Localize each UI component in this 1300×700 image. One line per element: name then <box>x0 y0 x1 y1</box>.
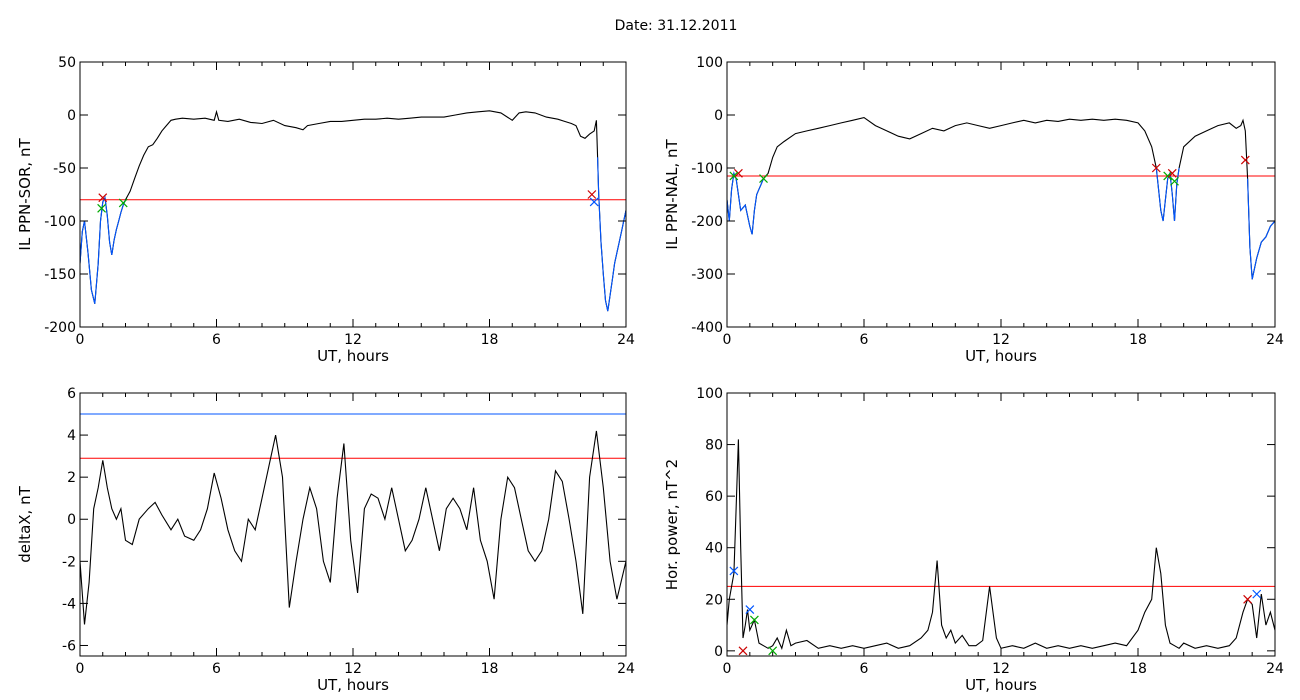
power-marker-6 <box>1252 589 1262 599</box>
power-marker-3 <box>749 615 759 625</box>
sor-ytick-label: -200 <box>44 320 76 336</box>
sor-plot-frame <box>79 61 627 328</box>
sor-xtick-label: 24 <box>617 332 635 348</box>
nal-ytick-label: -200 <box>691 214 723 230</box>
power-marker-5 <box>1243 594 1253 604</box>
nal-x-axis-title: UT, hours <box>965 347 1037 365</box>
nal-xtick-label: 0 <box>723 332 732 348</box>
nal-marker-6 <box>1167 168 1177 178</box>
nal-y-axis-title: IL PPN-NAL, nT <box>663 139 681 250</box>
deltax-ytick-label: -2 <box>62 554 76 570</box>
power-xtick-label: 18 <box>1129 661 1147 677</box>
nal-marker-0 <box>733 168 743 178</box>
sor-xtick-label: 18 <box>481 332 499 348</box>
power-ytick-label: 40 <box>705 541 723 557</box>
power-marker-4 <box>768 646 778 656</box>
sor-ytick-label: -100 <box>44 214 76 230</box>
nal-xtick-label: 24 <box>1266 332 1284 348</box>
power-marker-1 <box>738 646 748 656</box>
power-xtick-label: 6 <box>860 661 869 677</box>
sor-series-0 <box>80 109 626 312</box>
nal-series-3 <box>1247 178 1275 280</box>
sor-ytick-label: 50 <box>58 55 76 71</box>
deltax-xtick-label: 12 <box>344 661 362 677</box>
nal-marker-7 <box>1240 155 1250 165</box>
nal-ytick-label: -100 <box>691 161 723 177</box>
sor-x-axis-title: UT, hours <box>317 347 389 365</box>
sor-marker-0 <box>98 193 108 203</box>
nal-ytick-label: -300 <box>691 267 723 283</box>
power-marker-0 <box>729 566 739 576</box>
nal-xtick-label: 18 <box>1129 332 1147 348</box>
power-ytick-label: 60 <box>705 489 723 505</box>
power-xtick-label: 0 <box>723 661 732 677</box>
deltax-ytick-label: 6 <box>67 386 76 402</box>
nal-marker-2 <box>759 174 768 184</box>
sor-series-1 <box>80 195 127 304</box>
deltax-y-axis-title: deltaX, nT <box>16 485 34 562</box>
power-ytick-label: 0 <box>714 644 723 660</box>
power-plot-frame <box>726 392 1276 657</box>
nal-ytick-label: 100 <box>696 55 723 71</box>
power-y-axis-title: Hor. power, nT^2 <box>663 459 681 590</box>
sor-marker-1 <box>97 203 107 213</box>
sor-marker-4 <box>589 197 599 207</box>
sor-marker-2 <box>118 198 128 208</box>
deltax-ytick-label: -6 <box>62 638 76 654</box>
nal-ytick-label: -400 <box>691 320 723 336</box>
sor-xtick-label: 12 <box>344 332 362 348</box>
deltax-ytick-label: -4 <box>62 596 76 612</box>
power-marker-2 <box>745 605 755 615</box>
power-ytick-label: 80 <box>705 438 723 454</box>
nal-xtick-label: 6 <box>860 332 869 348</box>
page-title: Date: 31.12.2011 <box>614 18 738 34</box>
deltax-xtick-label: 18 <box>481 661 499 677</box>
power-xtick-label: 24 <box>1266 661 1284 677</box>
deltax-xtick-label: 24 <box>617 661 635 677</box>
deltax-xtick-label: 6 <box>212 661 221 677</box>
nal-marker-5 <box>1170 176 1179 186</box>
nal-series-0 <box>727 117 1275 280</box>
deltax-ytick-label: 4 <box>67 428 76 444</box>
deltax-xtick-label: 0 <box>76 661 85 677</box>
sor-ytick-label: -50 <box>53 161 76 177</box>
nal-plot-frame <box>726 61 1276 328</box>
sor-marker-3 <box>587 190 597 199</box>
nal-marker-3 <box>1151 163 1161 173</box>
nal-xtick-label: 12 <box>992 332 1010 348</box>
deltax-x-axis-title: UT, hours <box>317 676 389 694</box>
sor-y-axis-title: IL PPN-SOR, nT <box>16 138 34 251</box>
nal-marker-1 <box>729 171 739 181</box>
nal-series-1 <box>727 171 765 235</box>
power-series-0 <box>727 439 1275 650</box>
sor-ytick-label: 0 <box>67 108 76 124</box>
sor-xtick-label: 6 <box>212 332 221 348</box>
deltax-plot-frame <box>79 392 627 657</box>
power-x-axis-title: UT, hours <box>965 676 1037 694</box>
sor-series-2 <box>597 157 626 312</box>
power-ytick-label: 20 <box>705 592 723 608</box>
nal-ytick-label: 0 <box>714 108 723 124</box>
nal-marker-4 <box>1163 171 1173 181</box>
deltax-ytick-label: 0 <box>67 512 76 528</box>
sor-ytick-label: -150 <box>44 267 76 283</box>
deltax-series-0 <box>80 430 626 625</box>
power-xtick-label: 12 <box>992 661 1010 677</box>
deltax-ytick-label: 2 <box>67 470 76 486</box>
sor-xtick-label: 0 <box>76 332 85 348</box>
power-ytick-label: 100 <box>696 386 723 402</box>
